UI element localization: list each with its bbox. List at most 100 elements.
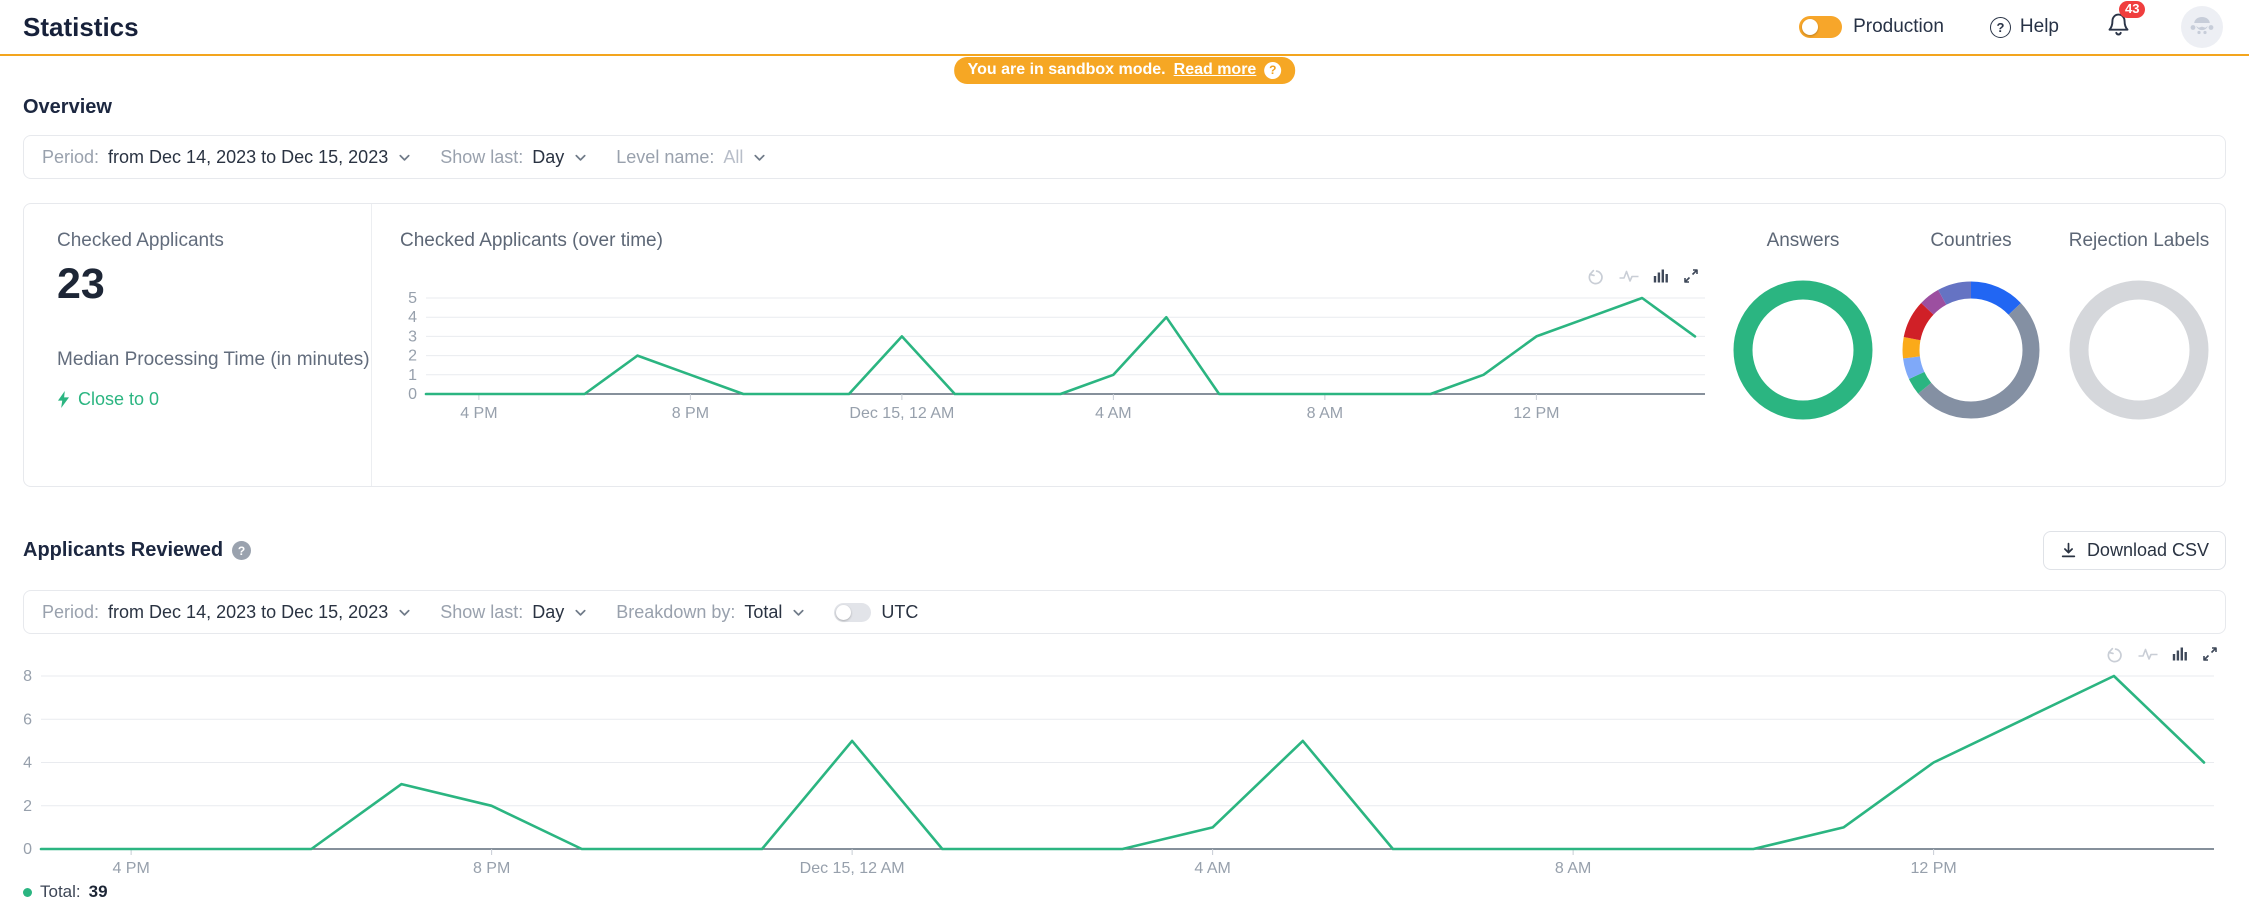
- svg-text:8 AM: 8 AM: [1307, 405, 1343, 422]
- svg-text:4: 4: [408, 309, 417, 326]
- show-last-dropdown[interactable]: Show last: Day: [440, 147, 588, 168]
- countries-title: Countries: [1930, 230, 2012, 251]
- period-dropdown[interactable]: Period: from Dec 14, 2023 to Dec 15, 202…: [42, 147, 412, 168]
- help-button[interactable]: ? Help: [1989, 16, 2059, 38]
- applicants-reviewed-title: Applicants Reviewed ?: [23, 539, 252, 562]
- median-processing-value: Close to 0: [78, 389, 160, 409]
- countries-donut-block: Countries: [1887, 230, 2055, 486]
- line-chart-icon[interactable]: [1619, 268, 1639, 286]
- show-last-dropdown[interactable]: Show last: Day: [440, 602, 588, 623]
- level-name-dropdown[interactable]: Level name: All: [616, 147, 767, 168]
- bar-chart-icon[interactable]: [2172, 646, 2188, 664]
- help-icon: ?: [1989, 16, 2011, 38]
- legend-value: 39: [88, 882, 108, 901]
- reset-zoom-icon[interactable]: [2106, 646, 2124, 664]
- svg-text:Dec 15, 12 AM: Dec 15, 12 AM: [800, 860, 905, 876]
- download-csv-label: Download CSV: [2086, 540, 2209, 560]
- checked-applicants-label: Checked Applicants: [57, 230, 224, 251]
- chevron-down-icon: [399, 609, 410, 616]
- toggle-knob: [836, 604, 852, 620]
- toggle-knob: [1802, 19, 1819, 35]
- svg-text:2: 2: [408, 348, 417, 365]
- legend-dot: [23, 887, 32, 897]
- chevron-down-icon: [754, 154, 765, 161]
- period-label: Period:: [42, 146, 100, 167]
- svg-text:4 AM: 4 AM: [1095, 405, 1131, 422]
- show-last-label: Show last:: [440, 146, 524, 167]
- level-name-label: Level name:: [616, 146, 715, 167]
- svg-text:4 PM: 4 PM: [460, 405, 497, 422]
- answers-title: Answers: [1766, 230, 1840, 251]
- svg-text:4 PM: 4 PM: [112, 860, 149, 876]
- svg-text:0: 0: [408, 386, 417, 403]
- rejection-labels-donut-block: Rejection Labels: [2055, 230, 2223, 486]
- download-icon: [2061, 542, 2076, 558]
- rejection-labels-donut-chart[interactable]: [2069, 280, 2209, 420]
- period-dropdown[interactable]: Period: from Dec 14, 2023 to Dec 15, 202…: [42, 602, 412, 623]
- fullscreen-icon[interactable]: [2202, 646, 2218, 664]
- top-bar: Statistics Production ? Help 43: [0, 0, 2249, 56]
- period-value: from Dec 14, 2023 to Dec 15, 2023: [108, 601, 389, 622]
- svg-text:5: 5: [408, 290, 417, 307]
- answers-donut-block: Answers: [1719, 230, 1887, 486]
- production-label: Production: [1853, 16, 1944, 37]
- overview-filter-bar: Period: from Dec 14, 2023 to Dec 15, 202…: [23, 135, 2226, 179]
- lightning-icon: [57, 391, 70, 408]
- svg-text:4 AM: 4 AM: [1194, 860, 1230, 876]
- sandbox-banner-text: You are in sandbox mode.: [967, 61, 1166, 78]
- fullscreen-icon[interactable]: [1683, 268, 1699, 286]
- help-label: Help: [2019, 16, 2059, 37]
- level-name-value: All: [723, 146, 744, 167]
- chevron-down-icon: [575, 154, 586, 161]
- download-csv-button[interactable]: Download CSV: [2042, 531, 2226, 570]
- topbar-actions: Production ? Help 43: [1799, 1, 2223, 48]
- breakdown-label: Breakdown by:: [616, 601, 736, 622]
- show-last-value: Day: [532, 601, 565, 622]
- checked-applicants-value: 23: [57, 260, 105, 308]
- environment-switch[interactable]: Production: [1799, 16, 1944, 38]
- chart-toolbar: [400, 268, 1699, 286]
- answers-donut-chart[interactable]: [1733, 280, 1873, 420]
- sandbox-info-icon[interactable]: ?: [1264, 61, 1282, 79]
- production-toggle[interactable]: [1799, 16, 1843, 38]
- overview-chart-title: Checked Applicants (over time): [400, 230, 663, 251]
- read-more-link[interactable]: Read more: [1173, 61, 1257, 78]
- svg-text:Dec 15, 12 AM: Dec 15, 12 AM: [849, 405, 954, 422]
- svg-text:12 PM: 12 PM: [1911, 860, 1957, 876]
- show-last-label: Show last:: [440, 601, 524, 622]
- svg-text:3: 3: [408, 328, 417, 345]
- chart-legend[interactable]: Total: 39: [23, 882, 2226, 902]
- avatar-icon: [2190, 17, 2214, 35]
- breakdown-value: Total: [744, 601, 783, 622]
- show-last-value: Day: [532, 146, 565, 167]
- svg-text:4: 4: [23, 755, 32, 772]
- period-value: from Dec 14, 2023 to Dec 15, 2023: [108, 146, 389, 167]
- overview-section-title: Overview: [23, 96, 112, 118]
- notification-count-badge: 43: [2119, 1, 2146, 18]
- utc-switch[interactable]: UTC: [834, 602, 918, 623]
- countries-donut-chart[interactable]: [1901, 280, 2041, 420]
- reviewed-line-chart[interactable]: 0 2 4 6 8 4 PM 8 PM Dec 15, 12 AM 4 AM 8 AM 12 PM: [11, 664, 2214, 876]
- breakdown-dropdown[interactable]: Breakdown by: Total: [616, 602, 806, 623]
- overview-line-chart[interactable]: 0 1 2 3 4 5 4 PM 8 PM Dec 15, 12 AM 4 AM 8 AM 12 PM: [400, 290, 1705, 422]
- svg-text:8 PM: 8 PM: [672, 405, 709, 422]
- line-chart-icon[interactable]: [2138, 646, 2158, 664]
- utc-label: UTC: [881, 601, 919, 622]
- chevron-down-icon: [793, 609, 804, 616]
- reset-zoom-icon[interactable]: [1587, 268, 1605, 286]
- chart-toolbar: [23, 646, 2218, 664]
- overview-donuts: Answers Countries Rejection Labels: [1719, 204, 2225, 486]
- rejection-labels-title: Rejection Labels: [2068, 230, 2210, 251]
- info-icon[interactable]: ?: [232, 541, 252, 560]
- bar-chart-icon[interactable]: [1653, 268, 1669, 286]
- svg-text:12 PM: 12 PM: [1513, 405, 1559, 422]
- bell-icon: [2108, 13, 2129, 36]
- notifications-button[interactable]: 43: [2105, 1, 2146, 43]
- utc-toggle[interactable]: [834, 602, 872, 622]
- svg-text:8 AM: 8 AM: [1555, 860, 1591, 876]
- svg-text:0: 0: [23, 841, 32, 858]
- avatar[interactable]: [2181, 6, 2223, 48]
- svg-text:1: 1: [408, 367, 417, 384]
- page-title: Statistics: [23, 11, 139, 42]
